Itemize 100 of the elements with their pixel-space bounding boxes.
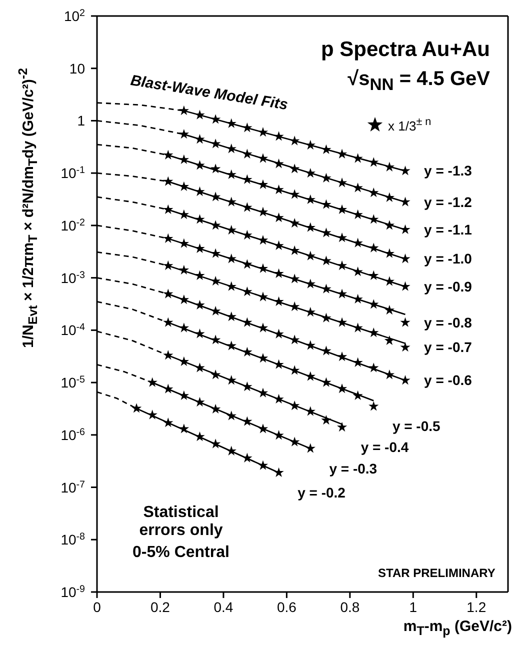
series-label: y = -1.3 bbox=[424, 162, 472, 179]
point bbox=[336, 204, 348, 214]
point bbox=[321, 144, 332, 154]
point bbox=[242, 259, 252, 269]
point bbox=[258, 234, 268, 245]
point bbox=[274, 184, 284, 194]
series-label: y = -1.0 bbox=[424, 250, 472, 267]
point bbox=[290, 301, 300, 312]
point bbox=[321, 256, 332, 266]
point bbox=[336, 351, 348, 362]
point bbox=[400, 166, 410, 176]
point bbox=[274, 430, 284, 440]
point bbox=[178, 294, 190, 304]
point bbox=[290, 164, 300, 174]
point bbox=[368, 157, 379, 167]
point bbox=[305, 250, 316, 260]
point bbox=[384, 276, 395, 286]
point bbox=[321, 346, 332, 356]
point bbox=[400, 196, 410, 206]
point bbox=[274, 467, 284, 477]
point bbox=[226, 254, 236, 264]
point bbox=[290, 245, 300, 255]
point bbox=[336, 260, 348, 270]
point bbox=[400, 254, 410, 264]
point bbox=[290, 136, 300, 146]
point bbox=[163, 233, 174, 243]
point bbox=[258, 424, 268, 434]
annotation: Statistical errors only bbox=[138, 504, 224, 540]
point bbox=[226, 311, 236, 322]
point bbox=[290, 189, 300, 199]
point bbox=[194, 243, 205, 254]
point bbox=[258, 322, 268, 332]
x-axis-title: m$_{T}$-m$_{p}$ (GeV/c²) bbox=[403, 618, 512, 638]
y-tick-label: 10$^{-2}$ bbox=[60, 216, 85, 234]
point bbox=[242, 286, 252, 296]
point bbox=[194, 134, 205, 144]
point bbox=[400, 342, 410, 352]
point bbox=[258, 388, 268, 398]
series-label: y = -0.7 bbox=[424, 339, 472, 356]
point bbox=[178, 424, 190, 434]
point bbox=[336, 232, 348, 242]
point bbox=[258, 179, 268, 190]
point bbox=[321, 172, 332, 182]
point bbox=[242, 122, 252, 132]
point bbox=[258, 127, 268, 137]
point bbox=[178, 128, 190, 139]
point bbox=[400, 317, 410, 327]
point bbox=[178, 181, 190, 192]
point bbox=[242, 174, 252, 184]
point bbox=[242, 148, 252, 158]
point bbox=[147, 410, 158, 420]
point bbox=[305, 194, 316, 204]
point bbox=[163, 288, 174, 298]
series-label: y = -0.8 bbox=[424, 314, 472, 330]
point bbox=[210, 220, 221, 230]
point bbox=[368, 401, 379, 411]
point bbox=[163, 204, 174, 214]
x-tick-label: 0.8 bbox=[340, 598, 360, 615]
point bbox=[274, 394, 284, 404]
point bbox=[163, 384, 174, 394]
point bbox=[274, 359, 284, 369]
point bbox=[290, 218, 300, 228]
point bbox=[178, 209, 190, 220]
text: √s$_{NN}$ = 4.5 GeV bbox=[348, 68, 490, 95]
point bbox=[400, 281, 410, 291]
point bbox=[210, 404, 221, 414]
point bbox=[242, 452, 252, 462]
y-tick-label: 10$^{2}$ bbox=[64, 8, 85, 24]
point bbox=[368, 362, 379, 372]
point bbox=[178, 105, 190, 116]
point bbox=[305, 340, 316, 350]
point bbox=[226, 446, 236, 456]
point bbox=[194, 300, 205, 310]
point bbox=[290, 365, 300, 375]
point bbox=[384, 370, 395, 380]
point bbox=[210, 334, 221, 344]
series-label: y = -0.9 bbox=[424, 278, 472, 294]
point bbox=[226, 169, 236, 180]
point bbox=[163, 260, 174, 270]
point bbox=[321, 284, 332, 294]
point bbox=[210, 370, 221, 380]
series-label: y = -1.2 bbox=[424, 194, 472, 210]
point bbox=[178, 238, 190, 248]
point bbox=[336, 288, 348, 298]
x-tick-label: 0.2 bbox=[150, 598, 170, 615]
y-tick-label: 10$^{-7}$ bbox=[60, 478, 85, 496]
series-label: y = -0.6 bbox=[424, 372, 472, 388]
point bbox=[194, 362, 205, 372]
annotation: STAR PRELIMINARY bbox=[378, 566, 496, 580]
point bbox=[242, 230, 252, 240]
point bbox=[147, 377, 158, 387]
x-tick-label: 0.4 bbox=[214, 598, 234, 615]
point bbox=[368, 242, 379, 252]
point bbox=[210, 114, 221, 124]
point bbox=[352, 153, 363, 163]
point bbox=[352, 390, 363, 400]
y-tick-label: 10 bbox=[69, 60, 86, 76]
point bbox=[368, 214, 379, 224]
point bbox=[242, 317, 252, 327]
point bbox=[274, 212, 284, 222]
